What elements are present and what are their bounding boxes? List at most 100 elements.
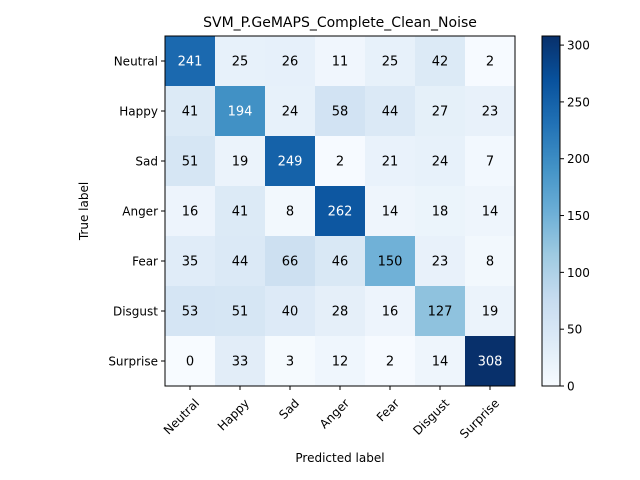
cell-value-label: 35: [182, 255, 199, 270]
x-tick-label: Sad: [276, 396, 302, 422]
heatmap-cell: [265, 336, 316, 387]
heatmap-cell: [315, 336, 366, 387]
heatmap-cell: [265, 36, 316, 87]
colorbar-tick-label: 200: [567, 152, 590, 166]
cell-value-label: 51: [182, 155, 199, 170]
cell-value-label: 25: [382, 55, 399, 70]
heatmap-cell: [265, 86, 316, 137]
cell-value-label: 194: [228, 105, 253, 120]
cell-value-label: 44: [382, 105, 399, 120]
heatmap-cell: [315, 36, 366, 87]
colorbar: [541, 35, 561, 387]
heatmap-cell: [165, 336, 216, 387]
heatmap-cell: [315, 136, 366, 187]
cell-value-label: 8: [286, 205, 294, 220]
heatmap-cell: [365, 336, 416, 387]
cell-value-label: 51: [232, 305, 249, 320]
cell-value-label: 19: [482, 305, 499, 320]
heatmap-cell: [465, 186, 516, 237]
heatmap-cell: [265, 186, 316, 237]
colorbar-tick-label: 300: [567, 39, 590, 53]
colorbar-tick-label: 50: [567, 323, 582, 337]
heatmap-cell: [465, 86, 516, 137]
heatmap-cell: [415, 136, 466, 187]
heatmap-cell: [415, 236, 466, 287]
x-tick-label: Happy: [215, 396, 252, 433]
y-tick-label: Surprise: [108, 355, 158, 369]
cell-value-label: 44: [232, 255, 249, 270]
cell-value-label: 41: [182, 105, 199, 120]
cell-value-label: 14: [482, 205, 499, 220]
cell-value-label: 2: [486, 55, 494, 70]
cell-value-label: 21: [382, 155, 399, 170]
y-tick-label: Anger: [122, 205, 158, 219]
heatmap-cell: [315, 86, 366, 137]
heatmap-cell: [365, 136, 416, 187]
x-tick-label: Anger: [317, 396, 352, 431]
heatmap-cell: [415, 36, 466, 87]
colorbar-tick-label: 150: [567, 209, 590, 223]
heatmap-cell: [215, 36, 266, 87]
y-axis-ticks: Neutral Happy Sad Anger Fear Disgust Surprise: [108, 55, 165, 369]
cell-value-label: 241: [178, 55, 203, 70]
cell-value-label: 262: [328, 205, 353, 220]
cell-value-label: 150: [378, 255, 403, 270]
x-tick-label: Disgust: [410, 396, 452, 438]
heatmap-cells: [165, 36, 516, 387]
heatmap-cell: [365, 36, 416, 87]
cell-value-label: 0: [186, 355, 194, 370]
heatmap-cell: [415, 336, 466, 387]
heatmap-cell: [215, 136, 266, 187]
cell-value-label: 11: [332, 55, 349, 70]
y-tick-label: Sad: [135, 155, 158, 169]
cell-value-label: 14: [432, 355, 449, 370]
y-tick-label: Disgust: [113, 305, 158, 319]
heatmap-cell: [415, 186, 466, 237]
cell-value-label: 53: [182, 305, 199, 320]
cell-value-label: 3: [286, 355, 294, 370]
heatmap-cell: [365, 86, 416, 137]
heatmap-cell: [465, 286, 516, 337]
colorbar-tick-label: 250: [567, 95, 590, 109]
heatmap-cell: [465, 136, 516, 187]
heatmap-cell: [465, 336, 516, 387]
heatmap-cell: [165, 236, 216, 287]
cell-value-label: 58: [332, 105, 349, 120]
heatmap-cell: [165, 86, 216, 137]
cell-value-label: 7: [486, 155, 494, 170]
heatmap-cell: [315, 236, 366, 287]
heatmap-cell: [365, 286, 416, 337]
heatmap-cell: [215, 236, 266, 287]
cell-value-label: 18: [432, 205, 449, 220]
heatmap-cell: [165, 136, 216, 187]
heatmap-cell: [415, 86, 466, 137]
x-axis-label: Predicted label: [295, 451, 384, 465]
cell-value-label: 41: [232, 205, 249, 220]
heatmap-cell: [265, 286, 316, 337]
x-axis-ticks: Neutral Happy Sad Anger Fear Disgust Surprise: [161, 386, 502, 441]
heatmap-cell: [265, 136, 316, 187]
heatmap-cell: [415, 286, 466, 337]
x-tick-label: Surprise: [457, 396, 502, 441]
y-axis-label: True label: [77, 182, 91, 241]
cell-value-label: 23: [482, 105, 499, 120]
heatmap-cell: [215, 286, 266, 337]
cell-value-label: 2: [336, 155, 344, 170]
heatmap-cell: [265, 236, 316, 287]
cell-value-label: 27: [432, 105, 449, 120]
cell-value-label: 8: [486, 255, 494, 270]
y-tick-label: Neutral: [114, 55, 158, 69]
heatmap-cell: [315, 286, 366, 337]
heatmap-cell: [165, 286, 216, 337]
colorbar-tick-label: 0: [567, 380, 575, 394]
cell-value-label: 46: [332, 255, 349, 270]
chart-title: SVM_P.GeMAPS_Complete_Clean_Noise: [203, 15, 477, 31]
cell-value-label: 16: [182, 205, 199, 220]
cell-value-label: 249: [278, 155, 303, 170]
cell-value-label: 42: [432, 55, 449, 70]
cell-value-label: 24: [282, 105, 299, 120]
x-tick-label: Neutral: [161, 396, 202, 437]
cell-value-label: 12: [332, 355, 349, 370]
